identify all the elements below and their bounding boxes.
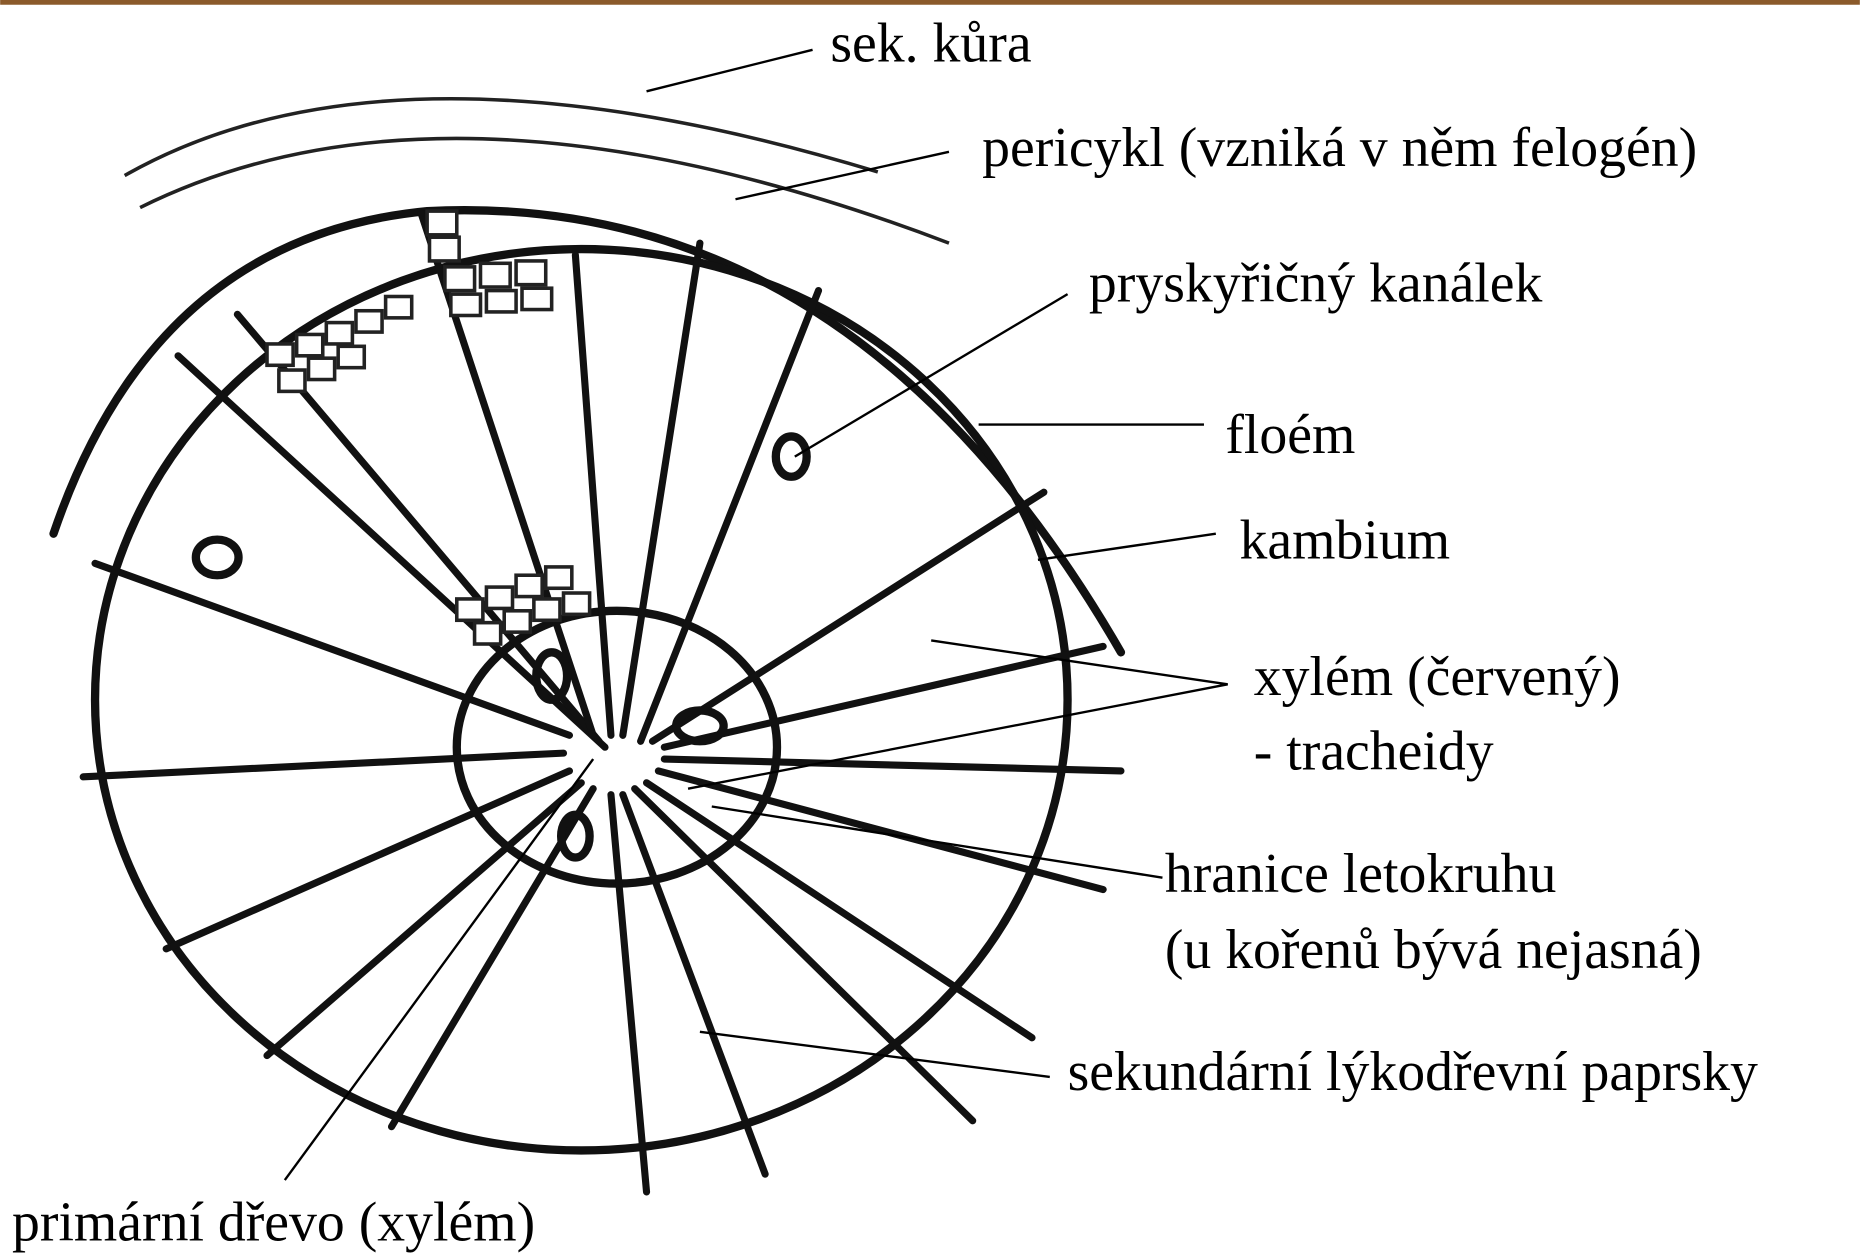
- diagram: sek. kůra pericykl (vzniká v něm felogén…: [0, 0, 1860, 1256]
- rays: [83, 213, 1121, 1191]
- label: kambium: [1240, 510, 1451, 572]
- top-border: [0, 0, 1860, 5]
- drawing: [54, 50, 1228, 1192]
- label: sek. kůra: [830, 13, 1031, 75]
- label: pericykl (vzniká v něm felogén): [982, 117, 1697, 179]
- cortex-arc: [125, 99, 878, 176]
- labels: sek. kůra pericykl (vzniká v něm felogén…: [12, 13, 1758, 1254]
- label: hranice letokruhu: [1165, 843, 1557, 905]
- label: pryskyřičný kanálek: [1089, 252, 1543, 314]
- label: (u kořenů bývá nejasná): [1165, 919, 1702, 981]
- cortex-arc: [140, 138, 949, 243]
- label: sekundární lýkodřevní paprsky: [1068, 1041, 1758, 1103]
- label: xylém (červený): [1254, 646, 1621, 708]
- label: - tracheidy: [1254, 721, 1494, 783]
- label: floém: [1225, 404, 1355, 466]
- label: primární dřevo (xylém): [12, 1192, 535, 1254]
- resin-canals: [196, 436, 807, 857]
